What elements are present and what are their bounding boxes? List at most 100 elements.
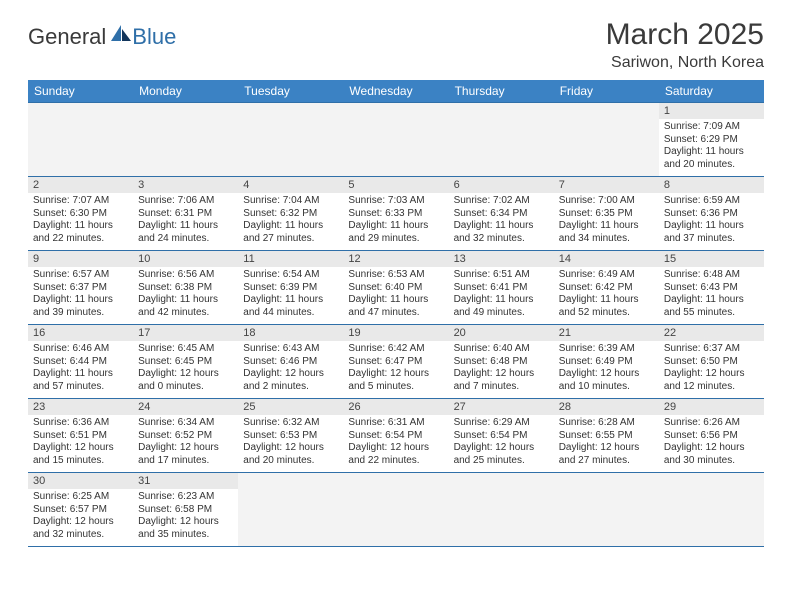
day-number: 21 xyxy=(554,325,659,341)
day-details: Sunrise: 7:09 AMSunset: 6:29 PMDaylight:… xyxy=(659,119,764,174)
day-details: Sunrise: 6:37 AMSunset: 6:50 PMDaylight:… xyxy=(659,341,764,396)
day-details: Sunrise: 6:23 AMSunset: 6:58 PMDaylight:… xyxy=(133,489,238,544)
weekday-header: Friday xyxy=(554,80,659,103)
calendar-day-cell xyxy=(28,103,133,177)
calendar-day-cell xyxy=(554,473,659,547)
day-details: Sunrise: 6:56 AMSunset: 6:38 PMDaylight:… xyxy=(133,267,238,322)
calendar-day-cell: 12Sunrise: 6:53 AMSunset: 6:40 PMDayligh… xyxy=(343,251,448,325)
calendar-day-cell: 11Sunrise: 6:54 AMSunset: 6:39 PMDayligh… xyxy=(238,251,343,325)
weekday-header: Saturday xyxy=(659,80,764,103)
day-number: 6 xyxy=(449,177,554,193)
day-number: 4 xyxy=(238,177,343,193)
page-subtitle: Sariwon, North Korea xyxy=(606,54,764,72)
day-details: Sunrise: 6:40 AMSunset: 6:48 PMDaylight:… xyxy=(449,341,554,396)
calendar-day-cell: 16Sunrise: 6:46 AMSunset: 6:44 PMDayligh… xyxy=(28,325,133,399)
day-details: Sunrise: 6:36 AMSunset: 6:51 PMDaylight:… xyxy=(28,415,133,470)
calendar-day-cell xyxy=(343,103,448,177)
day-number: 9 xyxy=(28,251,133,267)
calendar-day-cell: 25Sunrise: 6:32 AMSunset: 6:53 PMDayligh… xyxy=(238,399,343,473)
day-number: 2 xyxy=(28,177,133,193)
weekday-header: Monday xyxy=(133,80,238,103)
day-number: 14 xyxy=(554,251,659,267)
day-number: 29 xyxy=(659,399,764,415)
calendar-day-cell: 26Sunrise: 6:31 AMSunset: 6:54 PMDayligh… xyxy=(343,399,448,473)
day-details: Sunrise: 6:31 AMSunset: 6:54 PMDaylight:… xyxy=(343,415,448,470)
calendar-day-cell: 1Sunrise: 7:09 AMSunset: 6:29 PMDaylight… xyxy=(659,103,764,177)
weekday-header: Tuesday xyxy=(238,80,343,103)
day-details: Sunrise: 7:03 AMSunset: 6:33 PMDaylight:… xyxy=(343,193,448,248)
day-number: 7 xyxy=(554,177,659,193)
day-number: 22 xyxy=(659,325,764,341)
day-number: 5 xyxy=(343,177,448,193)
calendar-day-cell xyxy=(238,473,343,547)
day-details: Sunrise: 6:59 AMSunset: 6:36 PMDaylight:… xyxy=(659,193,764,248)
calendar-day-cell: 15Sunrise: 6:48 AMSunset: 6:43 PMDayligh… xyxy=(659,251,764,325)
day-number: 1 xyxy=(659,103,764,119)
day-number: 10 xyxy=(133,251,238,267)
day-number: 28 xyxy=(554,399,659,415)
day-number: 23 xyxy=(28,399,133,415)
calendar-day-cell: 20Sunrise: 6:40 AMSunset: 6:48 PMDayligh… xyxy=(449,325,554,399)
calendar-day-cell xyxy=(554,103,659,177)
calendar-week-row: 16Sunrise: 6:46 AMSunset: 6:44 PMDayligh… xyxy=(28,325,764,399)
calendar-week-row: 30Sunrise: 6:25 AMSunset: 6:57 PMDayligh… xyxy=(28,473,764,547)
day-details: Sunrise: 6:39 AMSunset: 6:49 PMDaylight:… xyxy=(554,341,659,396)
day-details: Sunrise: 6:53 AMSunset: 6:40 PMDaylight:… xyxy=(343,267,448,322)
day-details: Sunrise: 6:42 AMSunset: 6:47 PMDaylight:… xyxy=(343,341,448,396)
calendar-table: SundayMondayTuesdayWednesdayThursdayFrid… xyxy=(28,80,764,547)
logo: General Blue xyxy=(28,24,176,50)
calendar-day-cell xyxy=(659,473,764,547)
title-block: March 2025 Sariwon, North Korea xyxy=(606,18,764,72)
day-details: Sunrise: 6:34 AMSunset: 6:52 PMDaylight:… xyxy=(133,415,238,470)
day-number: 12 xyxy=(343,251,448,267)
calendar-day-cell xyxy=(133,103,238,177)
day-details: Sunrise: 6:51 AMSunset: 6:41 PMDaylight:… xyxy=(449,267,554,322)
calendar-day-cell: 8Sunrise: 6:59 AMSunset: 6:36 PMDaylight… xyxy=(659,177,764,251)
calendar-day-cell: 13Sunrise: 6:51 AMSunset: 6:41 PMDayligh… xyxy=(449,251,554,325)
day-number: 27 xyxy=(449,399,554,415)
calendar-day-cell: 4Sunrise: 7:04 AMSunset: 6:32 PMDaylight… xyxy=(238,177,343,251)
calendar-day-cell xyxy=(449,473,554,547)
calendar-day-cell xyxy=(449,103,554,177)
day-details: Sunrise: 6:54 AMSunset: 6:39 PMDaylight:… xyxy=(238,267,343,322)
logo-sail-icon xyxy=(110,22,132,40)
calendar-day-cell: 18Sunrise: 6:43 AMSunset: 6:46 PMDayligh… xyxy=(238,325,343,399)
day-details: Sunrise: 7:06 AMSunset: 6:31 PMDaylight:… xyxy=(133,193,238,248)
day-number: 30 xyxy=(28,473,133,489)
day-details: Sunrise: 6:49 AMSunset: 6:42 PMDaylight:… xyxy=(554,267,659,322)
logo-text-general: General xyxy=(28,24,106,50)
calendar-day-cell: 5Sunrise: 7:03 AMSunset: 6:33 PMDaylight… xyxy=(343,177,448,251)
calendar-day-cell: 24Sunrise: 6:34 AMSunset: 6:52 PMDayligh… xyxy=(133,399,238,473)
logo-text-blue: Blue xyxy=(132,24,176,50)
day-number: 18 xyxy=(238,325,343,341)
calendar-day-cell: 28Sunrise: 6:28 AMSunset: 6:55 PMDayligh… xyxy=(554,399,659,473)
header: General Blue March 2025 Sariwon, North K… xyxy=(28,18,764,72)
day-number: 25 xyxy=(238,399,343,415)
day-number: 11 xyxy=(238,251,343,267)
calendar-day-cell: 10Sunrise: 6:56 AMSunset: 6:38 PMDayligh… xyxy=(133,251,238,325)
day-number: 31 xyxy=(133,473,238,489)
day-details: Sunrise: 6:48 AMSunset: 6:43 PMDaylight:… xyxy=(659,267,764,322)
day-details: Sunrise: 6:32 AMSunset: 6:53 PMDaylight:… xyxy=(238,415,343,470)
calendar-day-cell: 14Sunrise: 6:49 AMSunset: 6:42 PMDayligh… xyxy=(554,251,659,325)
day-number: 8 xyxy=(659,177,764,193)
calendar-day-cell: 3Sunrise: 7:06 AMSunset: 6:31 PMDaylight… xyxy=(133,177,238,251)
calendar-day-cell: 23Sunrise: 6:36 AMSunset: 6:51 PMDayligh… xyxy=(28,399,133,473)
day-number: 16 xyxy=(28,325,133,341)
calendar-day-cell: 19Sunrise: 6:42 AMSunset: 6:47 PMDayligh… xyxy=(343,325,448,399)
day-number: 24 xyxy=(133,399,238,415)
day-number: 13 xyxy=(449,251,554,267)
day-number: 20 xyxy=(449,325,554,341)
calendar-day-cell: 31Sunrise: 6:23 AMSunset: 6:58 PMDayligh… xyxy=(133,473,238,547)
day-details: Sunrise: 6:26 AMSunset: 6:56 PMDaylight:… xyxy=(659,415,764,470)
calendar-day-cell: 27Sunrise: 6:29 AMSunset: 6:54 PMDayligh… xyxy=(449,399,554,473)
calendar-day-cell: 6Sunrise: 7:02 AMSunset: 6:34 PMDaylight… xyxy=(449,177,554,251)
day-number: 15 xyxy=(659,251,764,267)
weekday-header: Wednesday xyxy=(343,80,448,103)
day-number: 17 xyxy=(133,325,238,341)
calendar-day-cell: 29Sunrise: 6:26 AMSunset: 6:56 PMDayligh… xyxy=(659,399,764,473)
calendar-week-row: 2Sunrise: 7:07 AMSunset: 6:30 PMDaylight… xyxy=(28,177,764,251)
day-details: Sunrise: 7:07 AMSunset: 6:30 PMDaylight:… xyxy=(28,193,133,248)
calendar-day-cell: 30Sunrise: 6:25 AMSunset: 6:57 PMDayligh… xyxy=(28,473,133,547)
calendar-body: 1Sunrise: 7:09 AMSunset: 6:29 PMDaylight… xyxy=(28,103,764,547)
